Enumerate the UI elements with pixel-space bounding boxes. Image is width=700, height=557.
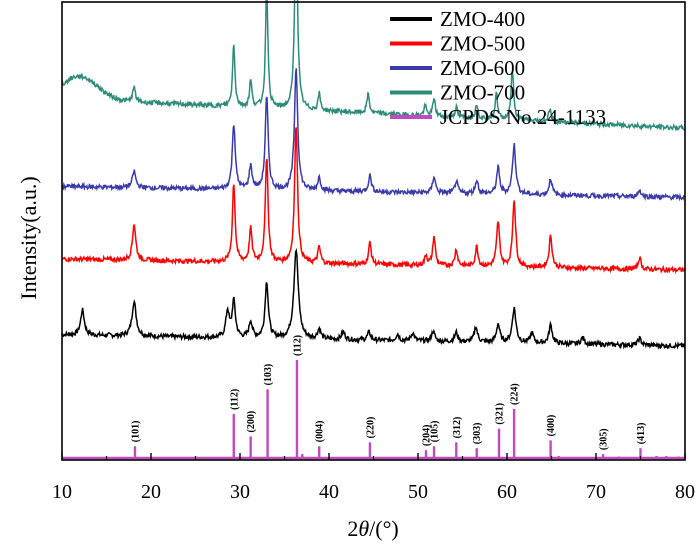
hkl-label: (004) bbox=[315, 421, 326, 443]
legend-label: ZMO-400 bbox=[440, 7, 525, 31]
legend-label: ZMO-700 bbox=[440, 81, 525, 105]
hkl-label: (303) bbox=[472, 423, 483, 445]
x-axis-ticks: 10 20 30 40 50 60 70 80 bbox=[52, 453, 695, 503]
x-tick-label: 20 bbox=[141, 481, 161, 503]
hkl-label: (105) bbox=[430, 421, 441, 443]
hkl-label: (220) bbox=[365, 417, 376, 439]
x-tick-label: 60 bbox=[497, 481, 517, 503]
series-line-zmo-600 bbox=[61, 68, 686, 202]
x-axis-title: 2θ/(°) bbox=[347, 516, 398, 541]
hkl-label: (101) bbox=[130, 421, 141, 443]
x-tick-label: 70 bbox=[586, 481, 606, 503]
hkl-label: (224) bbox=[510, 383, 521, 405]
legend-label: JCPDS No.24-1133 bbox=[440, 105, 606, 129]
hkl-label: (305) bbox=[599, 428, 610, 450]
hkl-label: (204) bbox=[422, 424, 433, 446]
hkl-label: (112) bbox=[229, 389, 240, 410]
hkl-label: (112) bbox=[292, 335, 303, 356]
plot-frame bbox=[61, 1, 686, 461]
hkl-label: (413) bbox=[636, 423, 647, 445]
series-line-zmo-400 bbox=[61, 247, 686, 350]
hkl-label: (400) bbox=[546, 415, 557, 437]
y-axis-title: Intensity(a.u.) bbox=[16, 176, 41, 299]
x-tick-label: 80 bbox=[675, 481, 695, 503]
hkl-label: (103) bbox=[263, 364, 274, 386]
reference-pattern-group: (101) (112) (200) (103) (112) (004) (220) (204)… bbox=[62, 335, 685, 460]
x-tick-label: 10 bbox=[52, 481, 72, 503]
legend-label: ZMO-500 bbox=[440, 32, 525, 56]
x-tick-label: 50 bbox=[408, 481, 428, 503]
spectra-group bbox=[61, 0, 686, 350]
series-line-zmo-700 bbox=[61, 0, 686, 132]
x-tick-label: 40 bbox=[319, 481, 339, 503]
hkl-label: (312) bbox=[452, 417, 463, 439]
hkl-label: (321) bbox=[494, 403, 505, 425]
hkl-label: (200) bbox=[246, 411, 257, 433]
series-line-zmo-500 bbox=[61, 127, 686, 275]
legend-label: ZMO-600 bbox=[440, 56, 525, 80]
x-tick-label: 30 bbox=[230, 481, 250, 503]
